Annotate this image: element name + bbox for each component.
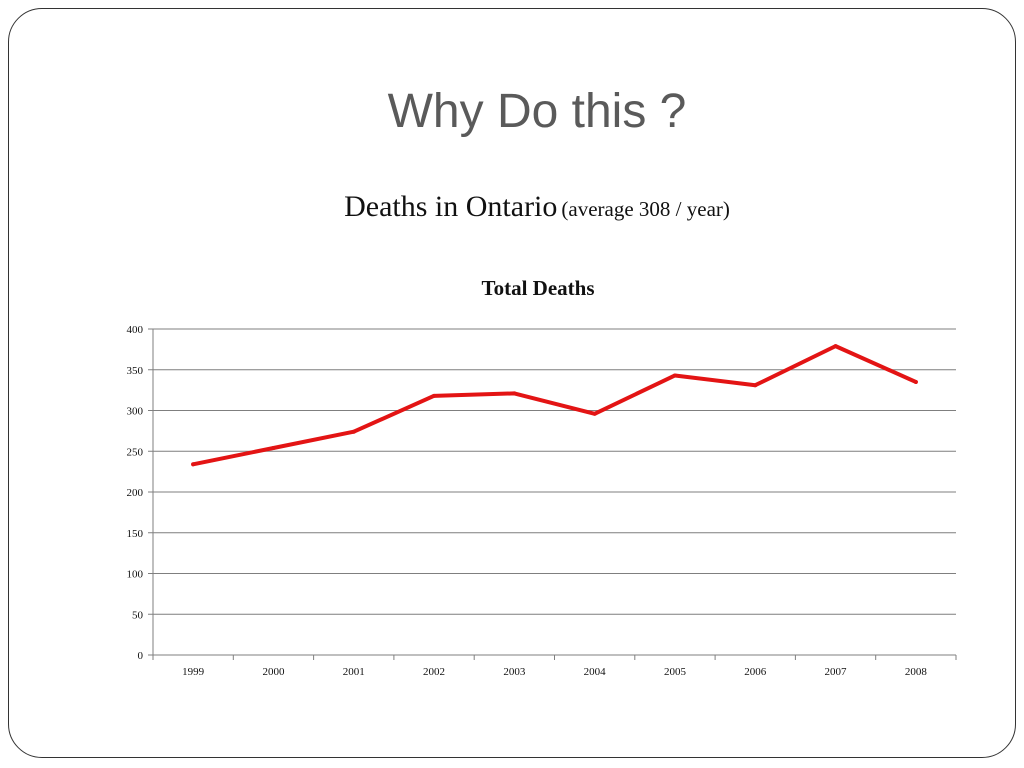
- y-tick-label-400: 400: [127, 324, 144, 336]
- x-tick-label-2001: 2001: [343, 666, 365, 678]
- gridlines: [153, 328, 956, 615]
- series-layer: [191, 344, 918, 467]
- data-point-2005: [672, 373, 677, 378]
- x-tick-label-1999: 1999: [182, 666, 205, 678]
- subtitle-main-text: Deaths in Ontario: [344, 190, 558, 223]
- data-point-2008: [913, 379, 918, 384]
- y-tick-label-150: 150: [127, 528, 144, 540]
- axes: [148, 328, 957, 660]
- x-tick-label-2005: 2005: [664, 666, 687, 678]
- slide-title: Why Do this ?: [387, 85, 687, 138]
- y-tick-label-200: 200: [127, 487, 144, 499]
- y-tick-label-50: 50: [132, 609, 144, 621]
- data-point-2004: [592, 411, 597, 416]
- data-point-2003: [512, 391, 517, 396]
- data-point-1999: [191, 462, 196, 467]
- chart-title: Total Deaths: [481, 276, 595, 300]
- tick-labels: 0 50 100 150 200 250 300 350 400 1999 2000 2001 2002…: [127, 324, 928, 678]
- y-tick-label-250: 250: [127, 446, 144, 458]
- data-point-2006: [753, 383, 758, 388]
- data-point-2000: [271, 445, 276, 450]
- x-tick-label-2008: 2008: [905, 666, 928, 678]
- data-point-2007: [833, 344, 838, 349]
- data-point-2001: [351, 429, 356, 434]
- slide-frame: [8, 8, 1016, 758]
- data-point-2002: [432, 393, 437, 398]
- x-tick-label-2003: 2003: [503, 666, 526, 678]
- y-tick-label-300: 300: [127, 406, 144, 418]
- slide-subtitle: Deaths in Ontario (average 308 / year): [0, 190, 1024, 224]
- x-tick-label-2006: 2006: [744, 666, 767, 678]
- y-tick-label-350: 350: [127, 365, 144, 377]
- y-tick-label-100: 100: [127, 569, 144, 581]
- y-tick-label-0: 0: [138, 650, 144, 662]
- x-tick-label-2004: 2004: [584, 666, 607, 678]
- subtitle-average-note: (average 308 / year): [561, 197, 730, 221]
- series-line-total-deaths: [191, 344, 918, 467]
- x-tick-label-2007: 2007: [825, 666, 848, 678]
- x-tick-label-2000: 2000: [262, 666, 285, 678]
- x-tick-label-2002: 2002: [423, 666, 445, 678]
